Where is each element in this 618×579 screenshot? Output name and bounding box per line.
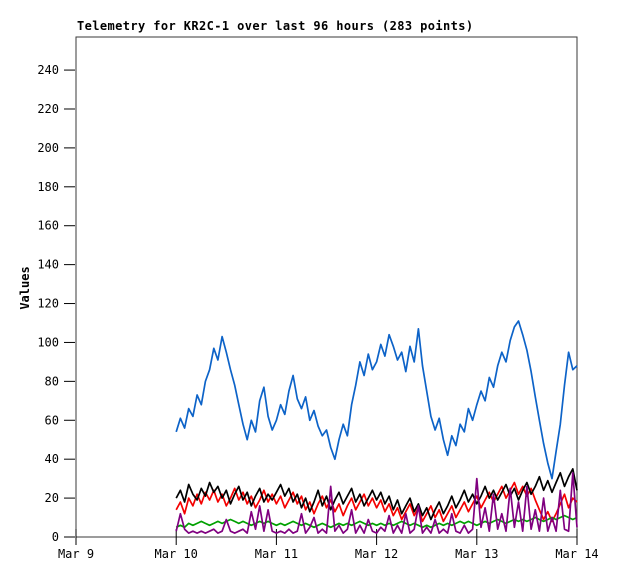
series-blue-line (175, 320, 578, 480)
y-tick-label: 0 (52, 530, 59, 544)
y-tick-label: 200 (37, 141, 59, 155)
x-tick-label: Mar 12 (355, 547, 398, 561)
y-tick-label: 160 (37, 219, 59, 233)
y-tick-label: 100 (37, 335, 59, 349)
x-tick-label: Mar 13 (455, 547, 498, 561)
x-tick-label: Mar 14 (555, 547, 598, 561)
x-tick-label: Mar 11 (255, 547, 298, 561)
y-tick-label: 80 (45, 374, 59, 388)
y-tick-label: 140 (37, 258, 59, 272)
y-tick-label: 120 (37, 297, 59, 311)
y-tick-label: 40 (45, 452, 59, 466)
y-axis-label: Values (18, 266, 32, 309)
x-tick-label: Mar 9 (58, 547, 94, 561)
y-tick-label: 220 (37, 102, 59, 116)
y-tick-label: 60 (45, 413, 59, 427)
x-tick-label: Mar 10 (155, 547, 198, 561)
series-purple-line (175, 471, 578, 534)
x-axis: Mar 9 Mar 10 Mar 11 Mar 12 Mar 13 Mar 14 (58, 529, 599, 561)
plot-border (75, 36, 578, 538)
y-tick-label: 240 (37, 63, 59, 77)
y-tick-label: 20 (45, 491, 59, 505)
series-lines (175, 320, 578, 534)
y-tick-label: 180 (37, 180, 59, 194)
y-axis: 0 20 40 60 80 100 120 140 160 180 200 220 240 (37, 63, 75, 544)
series-green-line (175, 514, 578, 529)
chart-title: Telemetry for KR2C-1 over last 96 hours … (77, 19, 473, 33)
